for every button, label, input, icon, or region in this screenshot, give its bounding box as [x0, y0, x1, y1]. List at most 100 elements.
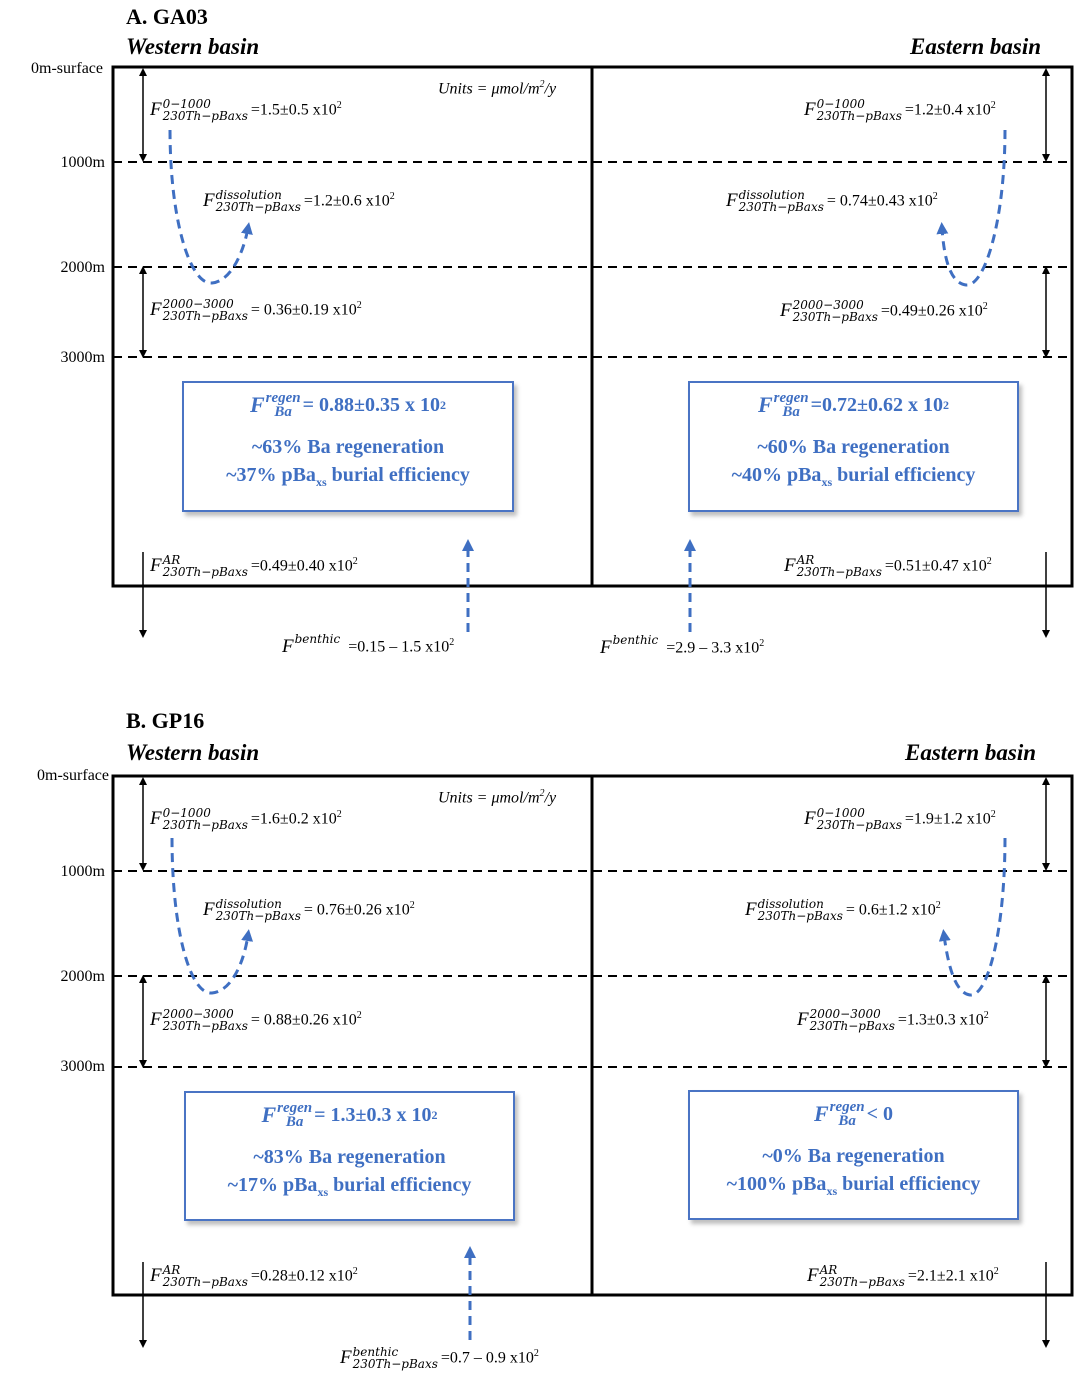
flux-sub: 230Th−pBaxs [809, 1019, 895, 1033]
panel-b-graphics [111, 774, 1074, 1348]
regen-sup: regen [277, 1100, 313, 1116]
regen-sub: Ba [285, 1114, 304, 1130]
flux-sub: 230Th−pBaxs [816, 818, 902, 832]
flux-sup: 2000−3000 [809, 1007, 881, 1021]
flux-sub: 230Th−pBaxs [792, 310, 878, 324]
flux-sup: 0−1000 [162, 97, 211, 111]
panel-a-western-basin-label: Western basin [126, 34, 260, 59]
burial-line: ~40% pBaxs burial efficiency [690, 461, 1017, 496]
panel-b-west-flux-2000-3000: F 2000−3000 230Th−pBaxs = 0.88±0.26 x102 [150, 1007, 362, 1033]
flux-sup: 2000−3000 [162, 297, 234, 311]
panel-b-units-exp: 2 [539, 788, 545, 799]
burial-tail: burial efficiency [328, 1174, 472, 1196]
regen-value: =0.72±0.62 x 10 [810, 393, 944, 416]
panel-a-east-dissolution-curve [936, 129, 1007, 287]
flux-value: =2.1±2.1 x10 [907, 1267, 994, 1285]
flux-exp: 2 [356, 1010, 362, 1022]
flux-value: = 0.74±0.43 x10 [826, 192, 933, 210]
flux-sup: 0−1000 [162, 806, 211, 820]
flux-sup: 2000−3000 [162, 1007, 234, 1021]
flux-sub: 230Th−pBaxs [757, 909, 843, 923]
flux-sub: 230Th−pBaxs [819, 1275, 905, 1289]
flux-exp: 2 [935, 900, 941, 912]
flux-sup: AR [819, 1263, 838, 1277]
burial-sub: xs [826, 1184, 838, 1198]
flux-sub: 230Th−pBaxs [162, 1019, 248, 1033]
flux-value: =1.9±1.2 x10 [904, 810, 991, 828]
flux-exp: 2 [990, 100, 996, 112]
burial-sub: xs [315, 475, 327, 489]
flux-exp: 2 [932, 191, 938, 203]
panel-b-units-tail: /y [544, 789, 557, 807]
flux-exp: 2 [993, 1266, 999, 1278]
panel-b-title: B. GP16 [126, 708, 205, 733]
flux-sup: AR [162, 553, 181, 567]
flux-sub: 230Th−pBaxs [162, 1275, 248, 1289]
regen-value: = 0.88±0.35 x 10 [302, 393, 441, 416]
regen-sup: regen [265, 390, 301, 406]
flux-value: =2.9 – 3.3 x10 [666, 639, 760, 657]
panel-b-east-flux-0-1000: F 0−1000 230Th−pBaxs =1.9±1.2 x102 [804, 806, 996, 832]
panel-a-graphics [111, 65, 1074, 638]
regen-exp: 2 [440, 397, 447, 412]
flux-exp: 2 [983, 1010, 989, 1022]
panel-a-units-tail: /y [544, 80, 557, 98]
burial-line: ~17% pBaxs burial efficiency [186, 1171, 513, 1206]
flux-sub: 230Th−pBaxs [162, 818, 248, 832]
flux-sub: 230Th−pBaxs [215, 909, 301, 923]
flux-sup: 2000−3000 [792, 298, 864, 312]
flux-sup: dissolution [757, 897, 824, 911]
flux-exp: 2 [336, 809, 342, 821]
burial-text: ~100% pBa [726, 1173, 827, 1195]
flux-exp: 2 [409, 900, 415, 912]
flux-sub: 230Th−pBaxs [215, 200, 301, 214]
regeneration-line: ~83% Ba regeneration [253, 1146, 446, 1168]
flux-value: =1.3±0.3 x10 [897, 1011, 984, 1029]
flux-sub: 230Th−pBaxs [162, 109, 248, 123]
burial-line: ~37% pBaxs burial efficiency [184, 461, 512, 496]
flux-value: =0.49±0.40 x10 [250, 557, 353, 575]
burial-sub: xs [821, 475, 833, 489]
panel-a-depth-3000: 3000m [60, 349, 105, 366]
burial-tail: burial efficiency [326, 464, 470, 486]
flux-exp: 2 [533, 1348, 539, 1360]
flux-exp: 2 [352, 556, 358, 568]
flux-exp: 2 [990, 809, 996, 821]
burial-line: ~100% pBaxs burial efficiency [690, 1170, 1017, 1205]
flux-exp: 2 [336, 100, 342, 112]
burial-tail: burial efficiency [832, 464, 976, 486]
panel-a-depth-1000: 1000m [60, 154, 105, 171]
panel-a-east-flux-2000-3000: F 2000−3000 230Th−pBaxs =0.49±0.26 x102 [780, 298, 988, 324]
panel-a-units-text: Units = μmol/m [438, 80, 540, 98]
flux-sup: benthic [352, 1345, 399, 1359]
flux-sup: dissolution [215, 188, 282, 202]
panel-a-units-exp: 2 [539, 79, 545, 90]
burial-text: ~37% pBa [226, 464, 316, 486]
flux-exp: 2 [356, 300, 362, 312]
flux-sup: dissolution [738, 188, 805, 202]
regeneration-line: ~63% Ba regeneration [251, 436, 445, 458]
panel-a-title: A. GA03 [126, 4, 208, 29]
panel-b-units-text: Units = μmol/m [438, 789, 540, 807]
panel-b-western-basin-label: Western basin [126, 740, 260, 765]
panel-b-depth-1000: 1000m [60, 863, 105, 880]
regen-sup: regen [773, 390, 809, 406]
flux-sup: benthic [612, 633, 659, 647]
panel-b-west-flux-0-1000: F 0−1000 230Th−pBaxs =1.6±0.2 x102 [150, 806, 342, 832]
panel-b-depth-3000: 3000m [60, 1058, 105, 1075]
flux-sub: 230Th−pBaxs [352, 1357, 438, 1371]
flux-sup: benthic [294, 632, 341, 646]
flux-exp: 2 [986, 556, 992, 568]
flux-value: =1.2±0.4 x10 [904, 101, 991, 119]
regeneration-line: ~0% Ba regeneration [762, 1145, 945, 1167]
